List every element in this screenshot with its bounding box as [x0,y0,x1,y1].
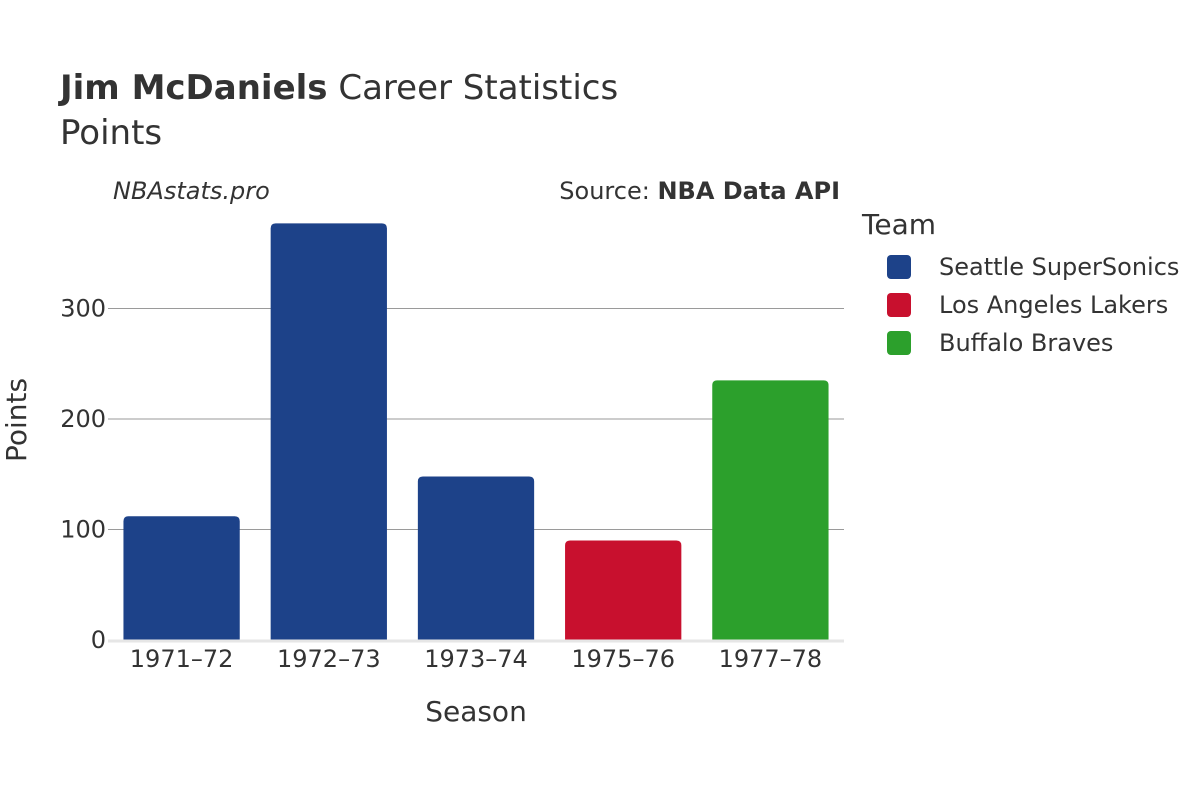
y-tick-label: 0 [91,626,106,654]
legend-title: Team [862,208,937,241]
x-tick-label: 1972–73 [277,645,381,673]
legend-item-buffalo-braves[interactable]: Buffalo Braves [887,328,1113,358]
source-name: NBA Data API [657,177,840,205]
y-tick-label: 100 [60,516,106,544]
source-prefix: Source: [559,177,658,205]
legend-label: Los Angeles Lakers [939,291,1169,319]
x-tick-label: 1975–76 [571,645,675,673]
x-tick-label: 1971–72 [130,645,234,673]
y-tick-label: 200 [60,405,106,433]
chart-title: Jim McDaniels Career Statistics [60,68,618,108]
legend-swatch [887,255,911,279]
legend-label: Buffalo Braves [939,329,1114,357]
legend-item-seattle-supersonics[interactable]: Seattle SuperSonics [887,252,1179,282]
bar [123,516,240,640]
bar [712,380,829,640]
legend-label: Seattle SuperSonics [939,253,1180,281]
y-axis-title: Points [0,378,33,462]
y-tick-label: 300 [60,295,106,323]
chart-subtitle: Points [60,113,163,153]
source-credit: Source: NBA Data API [559,177,840,205]
site-credit: NBAstats.pro [113,177,270,205]
x-tick-label: 1977–78 [719,645,823,673]
bar [270,223,387,641]
axes: 0 100 200 300 1971–72 1972–73 1973–74 1975–76 19… [60,295,844,673]
player-name: Jim McDaniels [60,68,328,108]
legend-swatch [887,331,911,355]
title-suffix: Career Statistics [327,68,619,108]
bars [123,223,829,641]
x-tick-label: 1973–74 [424,645,528,673]
bar [417,476,535,640]
x-axis-title: Season [425,695,527,728]
bar [565,540,682,640]
legend-item-los-angeles-lakers[interactable]: Los Angeles Lakers [887,290,1168,320]
legend-swatch [887,293,911,317]
